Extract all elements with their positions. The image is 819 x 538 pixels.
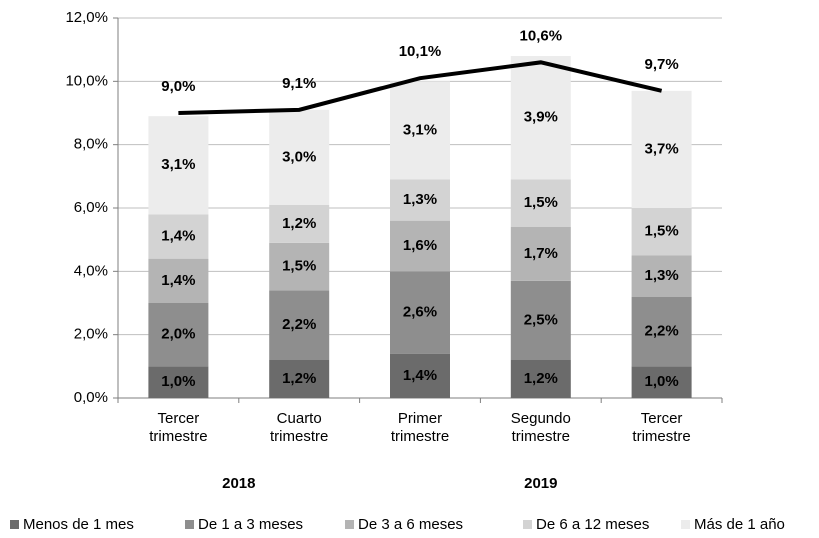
bar-segment [631,296,692,367]
data-label: 1,3% [403,191,437,208]
y-tick-label: 2,0% [74,326,108,343]
data-label: 3,1% [403,121,437,138]
data-label: 1,2% [282,215,316,232]
group-label: 2018 [222,475,255,492]
data-label: 1,3% [644,267,678,284]
bar-segment [269,290,330,360]
data-label: 3,7% [644,140,678,157]
data-label: 2,2% [644,322,678,339]
data-label: 3,0% [282,148,316,165]
data-label: 1,4% [161,227,195,244]
data-label: 1,4% [161,272,195,289]
line-label: 9,1% [282,75,316,92]
bar-segment [148,214,209,259]
data-label: 1,2% [524,370,558,387]
x-tick-label: Tercer trimestre [632,410,691,445]
bar-segment [390,220,450,272]
bar-segment [631,255,692,297]
bar-segment [148,366,209,398]
legend-swatch [523,520,532,529]
legend-swatch [10,520,19,529]
bar-segment [148,116,209,215]
bar-segment [269,360,330,398]
data-label: 2,5% [524,311,558,328]
legend-label: De 1 a 3 meses [198,516,303,533]
line-label: 9,7% [644,56,678,73]
total-line [178,60,663,115]
bar-segment [631,90,692,208]
legend-swatch [345,520,354,529]
data-label: 1,0% [161,373,195,390]
data-label: 1,6% [403,237,437,254]
legend-swatch [185,520,194,529]
data-label: 1,7% [524,245,558,262]
bar-segment [269,242,330,291]
y-tick-label: 12,0% [65,9,108,26]
y-tick-label: 10,0% [65,72,108,89]
bar-segment [631,366,692,398]
line-label: 9,0% [161,78,195,95]
data-label: 3,1% [161,156,195,173]
bar-segment [510,227,571,281]
bar-segment [269,109,330,205]
data-label: 1,5% [644,223,678,240]
legend-label: Más de 1 año [694,516,785,533]
legend-label: De 6 a 12 meses [536,516,649,533]
data-label: 2,6% [403,303,437,320]
data-label: 1,5% [524,194,558,211]
bar-segment [390,271,450,354]
data-label: 1,2% [282,370,316,387]
data-label: 2,0% [161,326,195,343]
legend-label: De 3 a 6 meses [358,516,463,533]
legend-swatch [681,520,690,529]
bar-segment [390,81,450,180]
y-tick-label: 0,0% [74,389,108,406]
line-label: 10,6% [520,27,563,44]
y-tick-label: 4,0% [74,262,108,279]
data-label: 1,4% [403,367,437,384]
data-label: 2,2% [282,316,316,333]
data-label: 1,5% [282,258,316,275]
legend-label: Menos de 1 mes [23,516,134,533]
bar-segment [510,360,571,398]
y-tick-label: 6,0% [74,199,108,216]
bar-segment [390,179,450,221]
bar-segment [148,303,209,367]
y-tick-label: 8,0% [74,136,108,153]
bar-segment [390,353,450,398]
data-label: 1,0% [644,373,678,390]
bar-segment [148,258,209,303]
bar-segment [510,280,571,360]
data-label: 3,9% [524,109,558,126]
x-tick-label: Segundo trimestre [510,410,571,445]
group-label: 2019 [524,475,557,492]
bar-segment [631,208,692,256]
bar-segment [510,179,571,227]
x-tick-label: Tercer trimestre [149,410,208,445]
bar-segment [269,204,330,243]
x-tick-label: Cuarto trimestre [270,410,329,445]
bar-segment [510,56,571,180]
x-tick-label: Primer trimestre [390,410,450,445]
line-label: 10,1% [399,43,442,60]
